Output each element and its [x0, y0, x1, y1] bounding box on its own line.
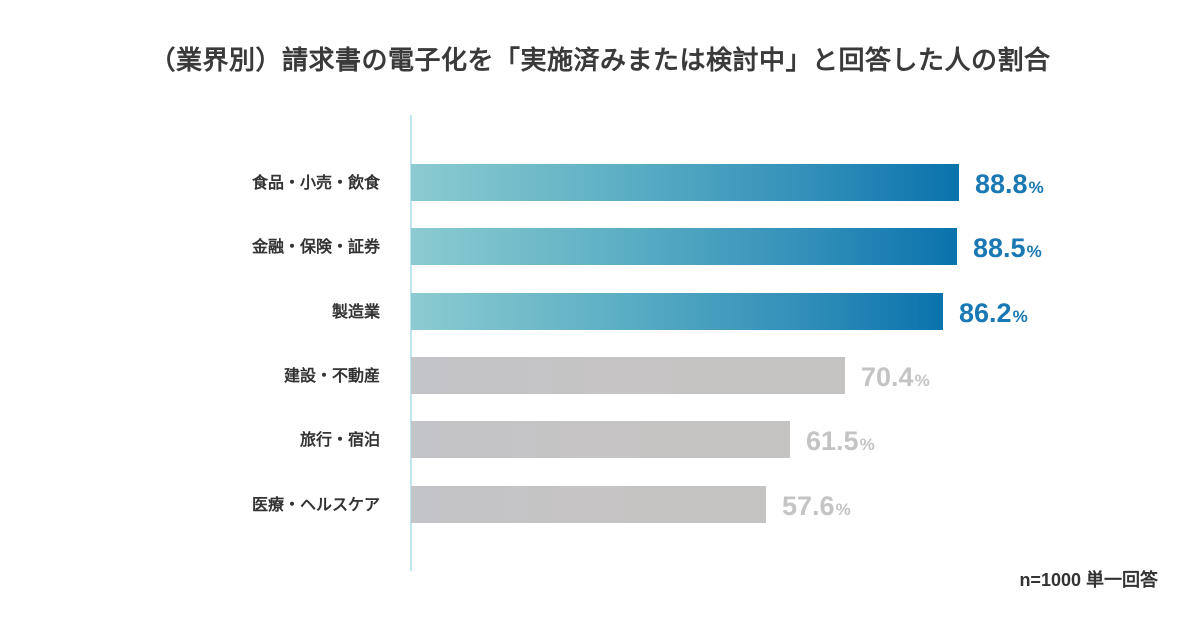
- value-label: 61.5%: [806, 421, 875, 458]
- category-label: 金融・保険・証券: [251, 237, 380, 256]
- value-number: 57.6: [782, 491, 835, 521]
- category-label: 建設・不動産: [283, 366, 380, 385]
- percent-sign: %: [859, 435, 875, 454]
- category-label: 製造業: [331, 302, 380, 321]
- bar: [411, 293, 943, 330]
- bar-row: 旅行・宿泊 61.5%: [0, 421, 1200, 458]
- bar: [411, 486, 766, 523]
- value-label: 86.2%: [959, 293, 1028, 330]
- bar-row: 医療・ヘルスケア 57.6%: [0, 486, 1200, 523]
- value-number: 61.5: [806, 426, 859, 456]
- bar: [411, 164, 959, 201]
- y-axis-line: [410, 115, 412, 571]
- category-label: 旅行・宿泊: [299, 430, 380, 449]
- sample-note: n=1000 単一回答: [1019, 570, 1158, 590]
- value-label: 88.8%: [975, 164, 1044, 201]
- bar-row: 食品・小売・飲食 88.8%: [0, 164, 1200, 201]
- percent-sign: %: [1026, 242, 1042, 261]
- percent-sign: %: [1028, 178, 1044, 197]
- value-number: 88.8: [975, 169, 1028, 199]
- bar: [411, 421, 790, 458]
- value-number: 88.5: [973, 233, 1026, 263]
- value-label: 57.6%: [782, 486, 851, 523]
- category-label: 食品・小売・飲食: [251, 173, 380, 192]
- bar-row: 製造業 86.2%: [0, 293, 1200, 330]
- percent-sign: %: [835, 500, 851, 519]
- percent-sign: %: [1012, 307, 1028, 326]
- bar: [411, 357, 845, 394]
- chart-title: （業界別）請求書の電子化を「実施済みまたは検討中」と回答した人の割合: [149, 46, 1051, 76]
- value-number: 70.4: [861, 362, 914, 392]
- value-number: 86.2: [959, 298, 1012, 328]
- percent-sign: %: [914, 371, 930, 390]
- bar-row: 金融・保険・証券 88.5%: [0, 228, 1200, 265]
- value-label: 88.5%: [973, 228, 1042, 265]
- value-label: 70.4%: [861, 357, 930, 394]
- category-label: 医療・ヘルスケア: [251, 495, 380, 514]
- bar-row: 建設・不動産 70.4%: [0, 357, 1200, 394]
- bar: [411, 228, 957, 265]
